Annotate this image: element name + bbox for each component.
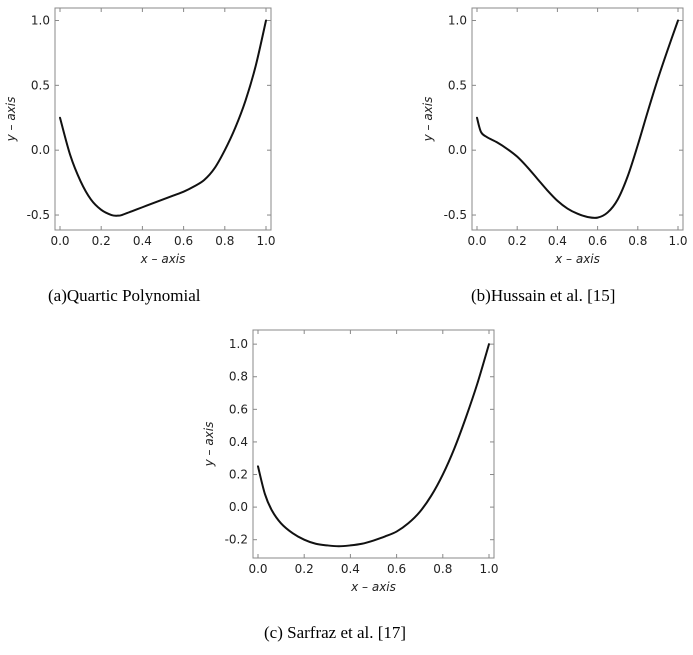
x-tick-label: 1.0 <box>256 234 275 248</box>
x-tick-label: 0.6 <box>588 234 607 248</box>
y-tick-label: 0.0 <box>31 143 50 157</box>
x-tick-label: 0.2 <box>92 234 111 248</box>
curve-line <box>476 19 679 219</box>
x-tick-label: 0.4 <box>133 234 152 248</box>
y-axis-label: y – axis <box>4 97 18 143</box>
x-tick-label: 0.4 <box>341 562 360 576</box>
caption-hussain: (b)Hussain et al. [15] <box>471 286 616 305</box>
y-tick-label: 1.0 <box>229 337 248 351</box>
caption-quartic-polynomial: (a)Quartic Polynomial <box>48 286 201 305</box>
y-tick-label: 0.8 <box>229 370 248 384</box>
x-tick-label: 1.0 <box>668 234 687 248</box>
curve-line <box>59 19 267 217</box>
chart-a: 0.0 0.2 0.4 0.6 0.8 1.0-0.50.00.51.0x – axisy… <box>4 7 276 266</box>
plot-frame <box>252 329 495 559</box>
y-axis-label: y – axis <box>421 97 435 143</box>
x-tick-label: 0.4 <box>548 234 567 248</box>
x-tick-label: 0.0 <box>50 234 69 248</box>
y-tick-label: 0.4 <box>229 435 248 449</box>
caption-sarfraz: (c) Sarfraz et al. [17] <box>264 623 407 642</box>
y-tick-label: 0.6 <box>229 402 248 416</box>
y-tick-label: -0.5 <box>27 208 50 222</box>
y-tick-label: 0.0 <box>448 143 467 157</box>
x-tick-label: 0.0 <box>467 234 486 248</box>
y-tick-label: 1.0 <box>448 13 467 27</box>
x-tick-label: 0.2 <box>508 234 527 248</box>
y-tick-label: 0.2 <box>229 468 248 482</box>
y-axis-label: y – axis <box>202 422 216 468</box>
x-axis-label: x – axis <box>140 252 186 266</box>
x-axis-label: x – axis <box>554 252 600 266</box>
y-tick-label: 0.0 <box>229 500 248 514</box>
x-tick-label: 0.2 <box>295 562 314 576</box>
x-tick-label: 0.8 <box>628 234 647 248</box>
plot-frame <box>471 7 684 231</box>
x-tick-label: 0.0 <box>248 562 267 576</box>
y-tick-label: -0.5 <box>444 208 467 222</box>
x-axis-label: x – axis <box>350 580 396 594</box>
x-tick-label: 0.6 <box>387 562 406 576</box>
x-tick-label: 1.0 <box>479 562 498 576</box>
y-tick-label: 1.0 <box>31 13 50 27</box>
curve-line <box>257 343 490 548</box>
chart-c: 0.0 0.2 0.4 0.6 0.8 1.0 -0.2 0.0 0.2 0.4 0.6 0.8 1.0… <box>202 329 499 594</box>
x-tick-label: 0.6 <box>174 234 193 248</box>
y-tick-label: 0.5 <box>31 78 50 92</box>
x-tick-label: 0.8 <box>433 562 452 576</box>
x-tick-label: 0.8 <box>215 234 234 248</box>
plot-frame <box>54 7 272 231</box>
chart-b: 0.0 0.2 0.4 0.6 0.8 1.0-0.50.00.51.0x – axisy… <box>421 7 688 266</box>
y-tick-label: 0.5 <box>448 78 467 92</box>
y-tick-label: -0.2 <box>225 533 248 547</box>
